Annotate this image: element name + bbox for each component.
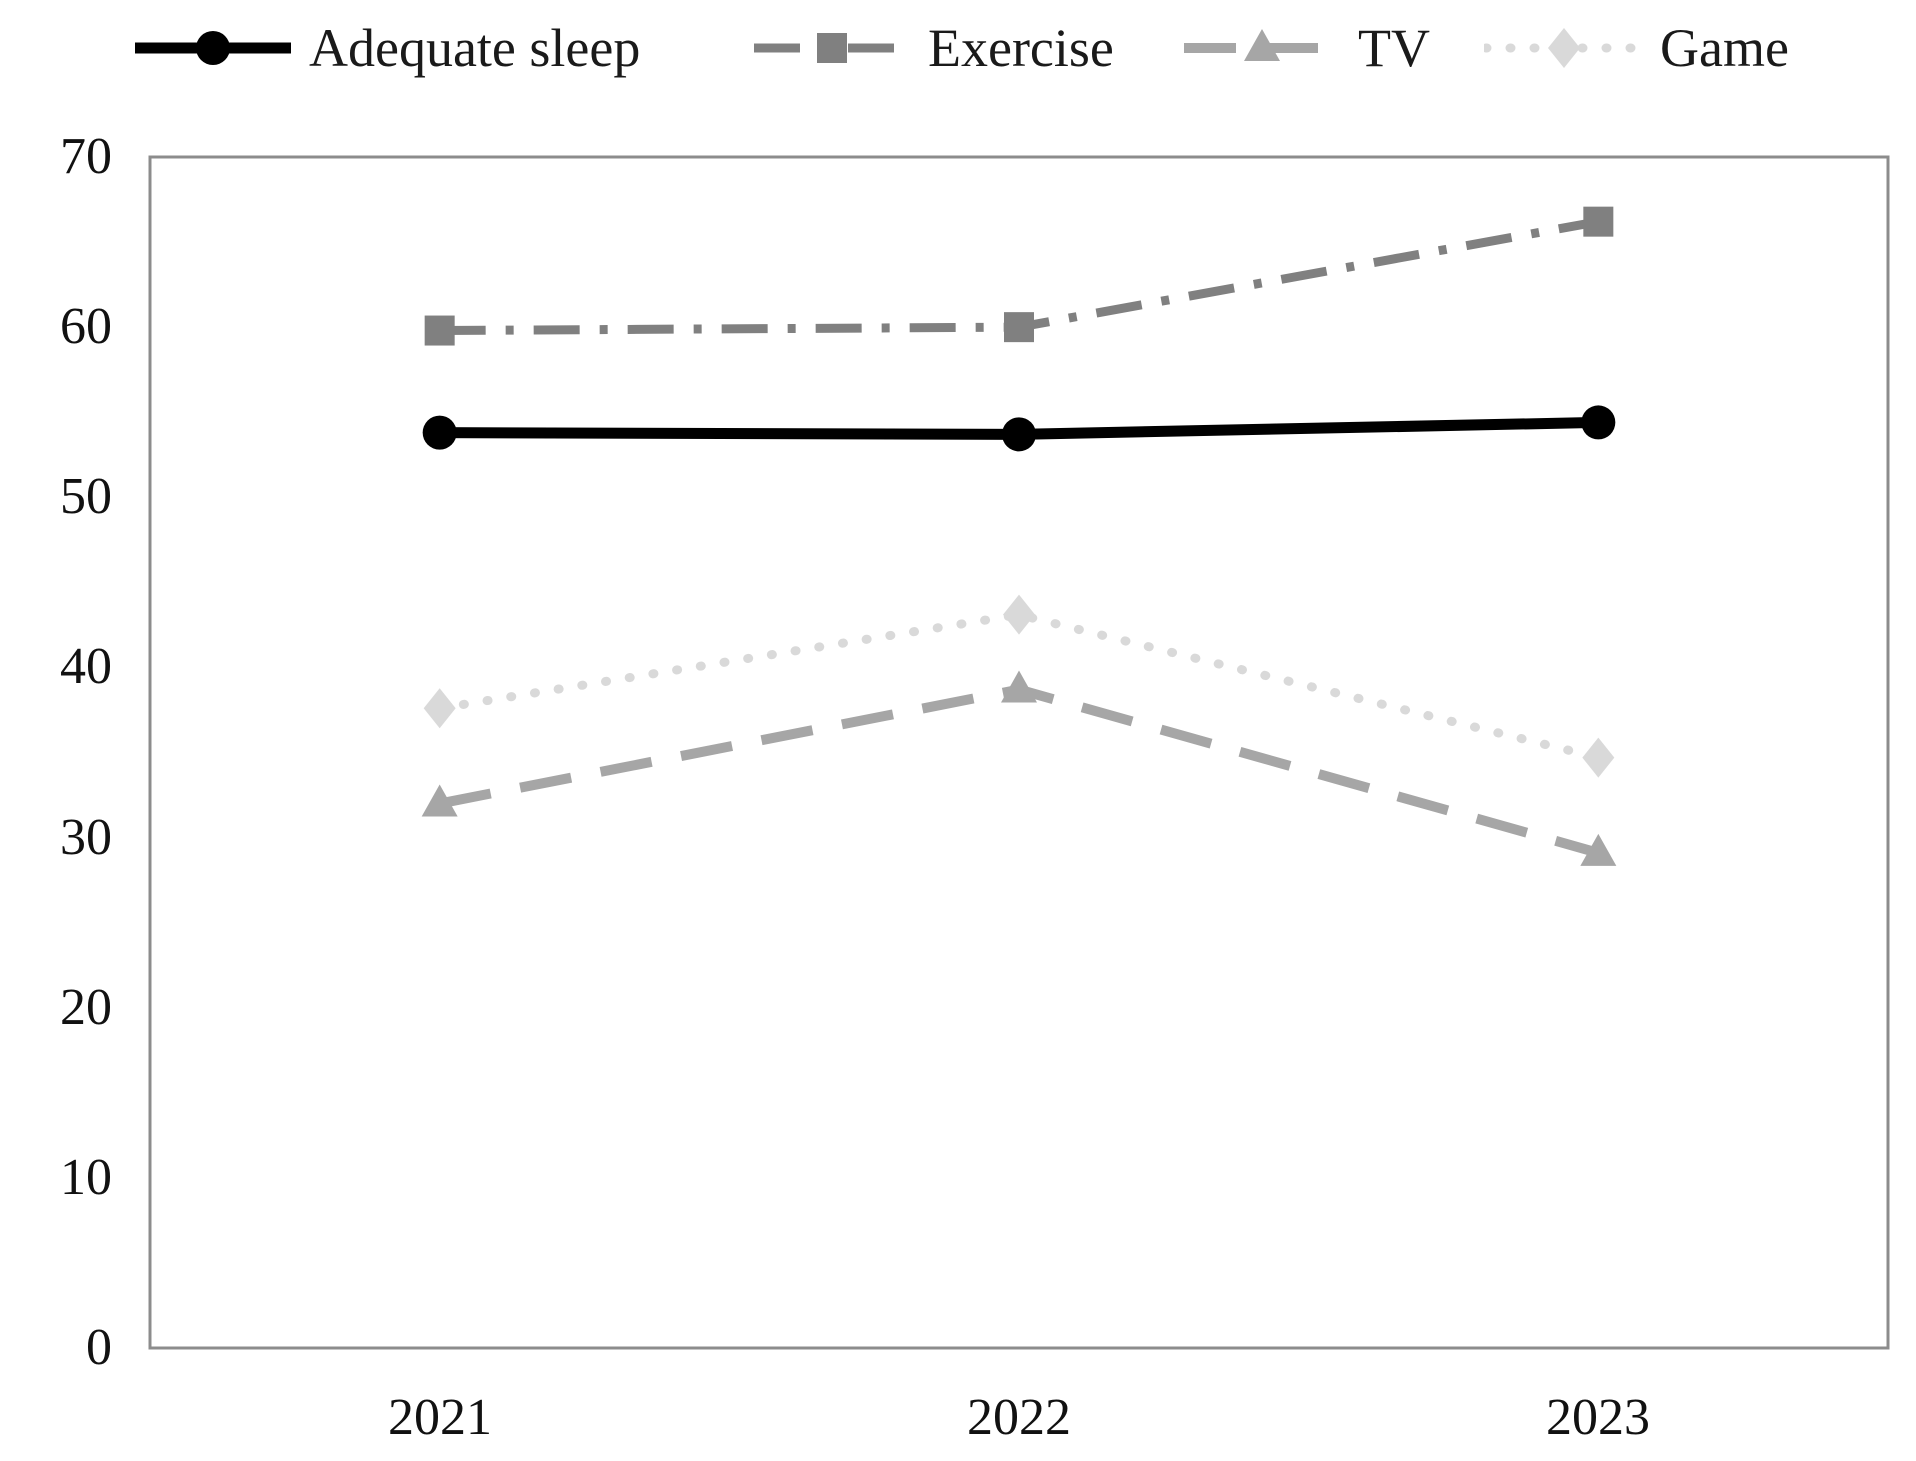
plot-border (148, 155, 1890, 1350)
chart-legend: Adequate sleep Exercise TV Game (0, 0, 1916, 95)
series-marker-tv-2023 (1580, 833, 1617, 866)
series-marker-game-2022 (1003, 594, 1035, 635)
legend-item-tv: TV (1182, 8, 1430, 88)
series-marker-exercise-2021 (424, 315, 455, 346)
y-axis-tick-label: 40 (60, 638, 112, 695)
legend-item-game: Game (1484, 8, 1789, 88)
legend-sample-marker-exercise (817, 33, 847, 63)
legend-line-sample-square-icon (754, 33, 910, 63)
legend-line-sample-triangle-icon (1184, 29, 1340, 61)
y-axis-tick-label: 0 (86, 1319, 112, 1376)
legend-label: Adequate sleep (309, 18, 641, 78)
series-marker-adequate-sleep-2022 (1002, 417, 1036, 452)
series-marker-adequate-sleep-2023 (1581, 405, 1616, 440)
legend-line-sample-diamond-icon (1484, 28, 1644, 68)
legend-sample-marker-game (1548, 28, 1580, 68)
y-axis-tick-label: 10 (60, 1149, 112, 1206)
x-axis-tick-label: 2022 (967, 1389, 1071, 1446)
series-marker-tv-2021 (421, 784, 458, 817)
y-axis-tick-label: 20 (60, 979, 112, 1036)
y-axis-tick-label: 30 (60, 809, 112, 866)
series-marker-adequate-sleep-2021 (422, 415, 457, 450)
legend-item-exercise: Exercise (752, 8, 1114, 88)
y-axis-tick-label: 70 (60, 128, 112, 185)
y-axis-tick-label: 60 (60, 298, 112, 355)
y-axis-tick-label: 50 (60, 468, 112, 525)
x-axis-tick-label: 2021 (388, 1389, 492, 1446)
legend-sample-marker-adequate-sleep (196, 31, 230, 65)
series-marker-game-2023 (1582, 737, 1615, 778)
series-marker-tv-2022 (1001, 670, 1037, 703)
legend-label: TV (1358, 18, 1430, 78)
series-marker-exercise-2023 (1583, 206, 1614, 237)
legend-label: Exercise (928, 18, 1114, 78)
series-line-game (435, 610, 1603, 763)
legend-label: Game (1660, 18, 1789, 78)
legend-line-sample-circle-icon (135, 31, 291, 65)
series-marker-exercise-2022 (1004, 312, 1034, 343)
x-axis-tick-label: 2023 (1546, 1389, 1650, 1446)
legend-item-adequate-sleep: Adequate sleep (133, 8, 640, 88)
legend-sample-marker-tv (1244, 29, 1280, 61)
series-marker-game-2021 (423, 688, 456, 729)
